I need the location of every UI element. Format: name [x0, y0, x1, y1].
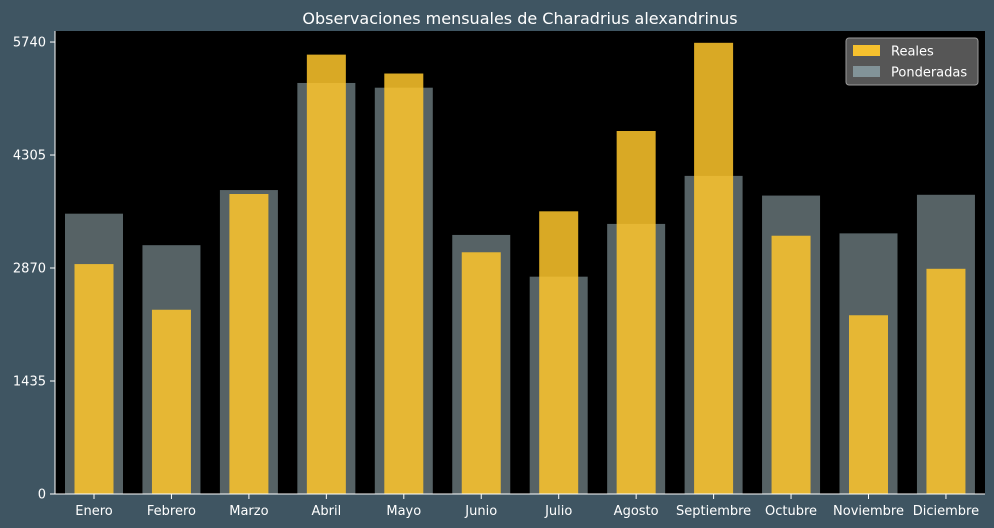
- x-tick-label-4: Mayo: [386, 504, 421, 519]
- bar-reales-8: [694, 42, 734, 495]
- x-tick-label-1: Febrero: [147, 504, 196, 519]
- legend-label-1: Ponderadas: [891, 66, 967, 81]
- y-tick-label-3: 4305: [13, 149, 46, 164]
- x-tick-label-9: Octubre: [765, 504, 817, 519]
- bar-reales-10: [849, 315, 888, 494]
- bar-reales-7: [616, 131, 656, 494]
- x-axis: Enero Febrero Marzo Abril Mayo Junio Julio Agos…: [55, 493, 985, 519]
- bar-reales-2: [229, 193, 269, 494]
- bar-reales-1: [151, 309, 191, 494]
- x-tick-label-3: Abril: [311, 504, 341, 519]
- y-tick-label-4: 5740: [13, 36, 46, 51]
- legend-label-0: Reales: [891, 45, 934, 60]
- y-tick-label-1: 1435: [13, 375, 46, 390]
- chart-title: Observaciones mensuales de Charadrius al…: [302, 9, 737, 28]
- x-tick-label-11: Diciembre: [913, 504, 979, 519]
- y-tick-label-0: 0: [38, 488, 46, 503]
- x-tick-label-0: Enero: [75, 504, 113, 519]
- legend: Reales Ponderadas: [845, 37, 979, 86]
- bar-reales-0: [74, 264, 114, 494]
- plot-area: [55, 31, 985, 494]
- legend-swatch-0: [853, 45, 880, 56]
- bar-reales-3: [306, 54, 346, 495]
- legend-swatch-1: [853, 66, 880, 77]
- x-tick-label-6: Julio: [544, 504, 572, 519]
- y-axis: 0 1435 2870 4305 5740: [13, 31, 56, 503]
- y-tick-label-2: 2870: [13, 262, 46, 277]
- x-tick-label-8: Septiembre: [676, 504, 751, 519]
- bar-reales-4: [384, 73, 424, 494]
- x-tick-label-7: Agosto: [614, 504, 659, 519]
- bar-reales-5: [461, 252, 501, 494]
- real-bars: [74, 42, 966, 495]
- x-tick-label-5: Junio: [464, 504, 497, 519]
- bar-reales-6: [539, 211, 579, 494]
- bar-reales-9: [771, 235, 811, 494]
- x-tick-label-10: Noviembre: [833, 504, 904, 519]
- x-tick-label-2: Marzo: [229, 504, 268, 519]
- bar-reales-11: [926, 268, 966, 494]
